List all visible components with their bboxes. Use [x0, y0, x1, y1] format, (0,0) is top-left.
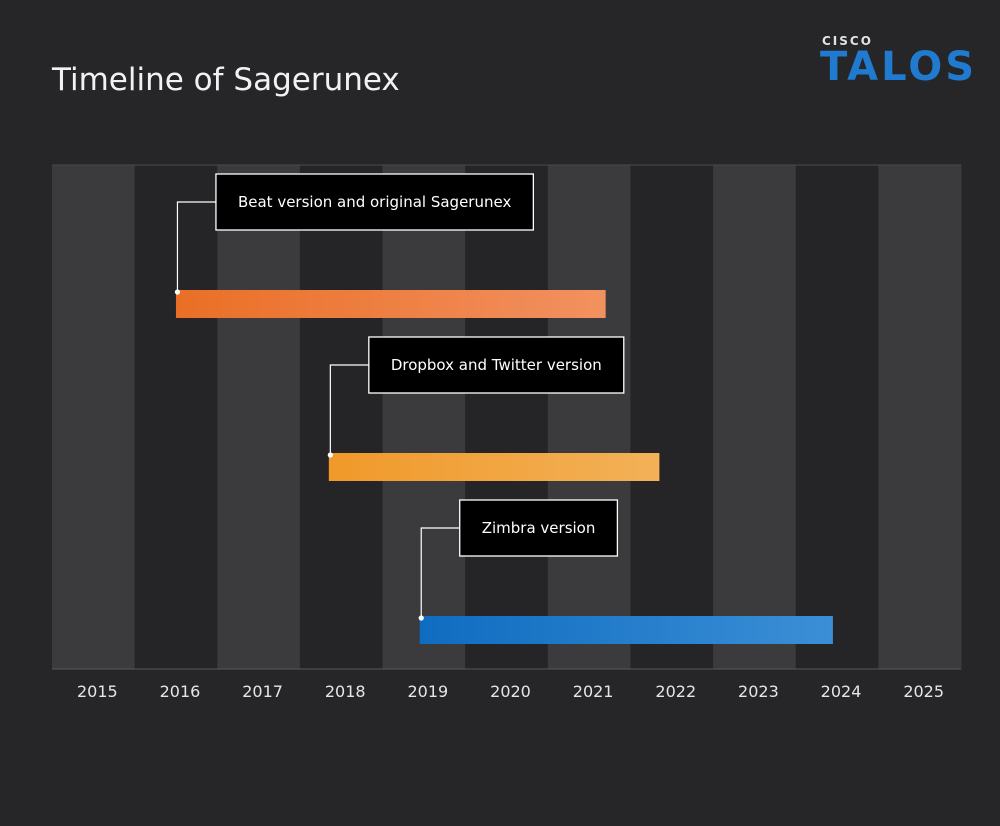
- x-tick-label: 2020: [490, 682, 531, 701]
- timeline-label: Zimbra version: [482, 519, 596, 537]
- timeline-entry: Dropbox and Twitter version: [327, 336, 660, 481]
- logo-brand-text: CISCO: [822, 34, 873, 48]
- logo-product-text: TALOS: [820, 44, 978, 90]
- year-band: [878, 165, 962, 669]
- callout-connector: [176, 201, 216, 292]
- timeline-entry: Beat version and original Sagerunex: [174, 173, 606, 318]
- x-tick-label: 2021: [573, 682, 614, 701]
- callout-dot: [174, 289, 181, 295]
- callout-box: [459, 499, 619, 557]
- timeline-bar: [419, 616, 833, 644]
- x-tick-label: 2015: [77, 682, 118, 701]
- callout-box: [215, 173, 534, 231]
- year-band: [52, 165, 136, 669]
- x-tick-label: 2016: [160, 682, 201, 701]
- year-band: [134, 165, 218, 669]
- year-band: [465, 165, 549, 669]
- timeline-label: Beat version and original Sagerunex: [238, 193, 511, 211]
- timeline-label: Dropbox and Twitter version: [391, 356, 602, 374]
- timeline-bar: [175, 290, 606, 318]
- cisco-talos-logo: CISCO TALOS: [820, 34, 974, 90]
- x-tick-label: 2024: [821, 682, 862, 701]
- callout-connector: [329, 364, 369, 455]
- chart-title: Timeline of Sagerunex: [52, 62, 400, 98]
- callout-dot: [327, 452, 333, 458]
- callout-dot: [418, 615, 424, 621]
- x-tick-label: 2019: [408, 682, 449, 701]
- x-tick-label: 2017: [242, 682, 283, 701]
- x-tick-label: 2023: [738, 682, 779, 701]
- callout-connector: [420, 527, 460, 618]
- year-band: [217, 165, 301, 669]
- year-band: [795, 165, 879, 669]
- x-tick-label: 2025: [903, 682, 944, 701]
- year-band: [547, 165, 631, 669]
- year-band: [299, 165, 384, 669]
- timeline-bar: [328, 453, 660, 481]
- year-band: [382, 165, 466, 669]
- timeline-entry: Zimbra version: [418, 499, 833, 644]
- x-tick-label: 2018: [325, 682, 366, 701]
- year-band: [630, 165, 714, 669]
- callout-box: [368, 336, 625, 394]
- x-tick-label: 2022: [655, 682, 696, 701]
- year-band: [713, 165, 797, 669]
